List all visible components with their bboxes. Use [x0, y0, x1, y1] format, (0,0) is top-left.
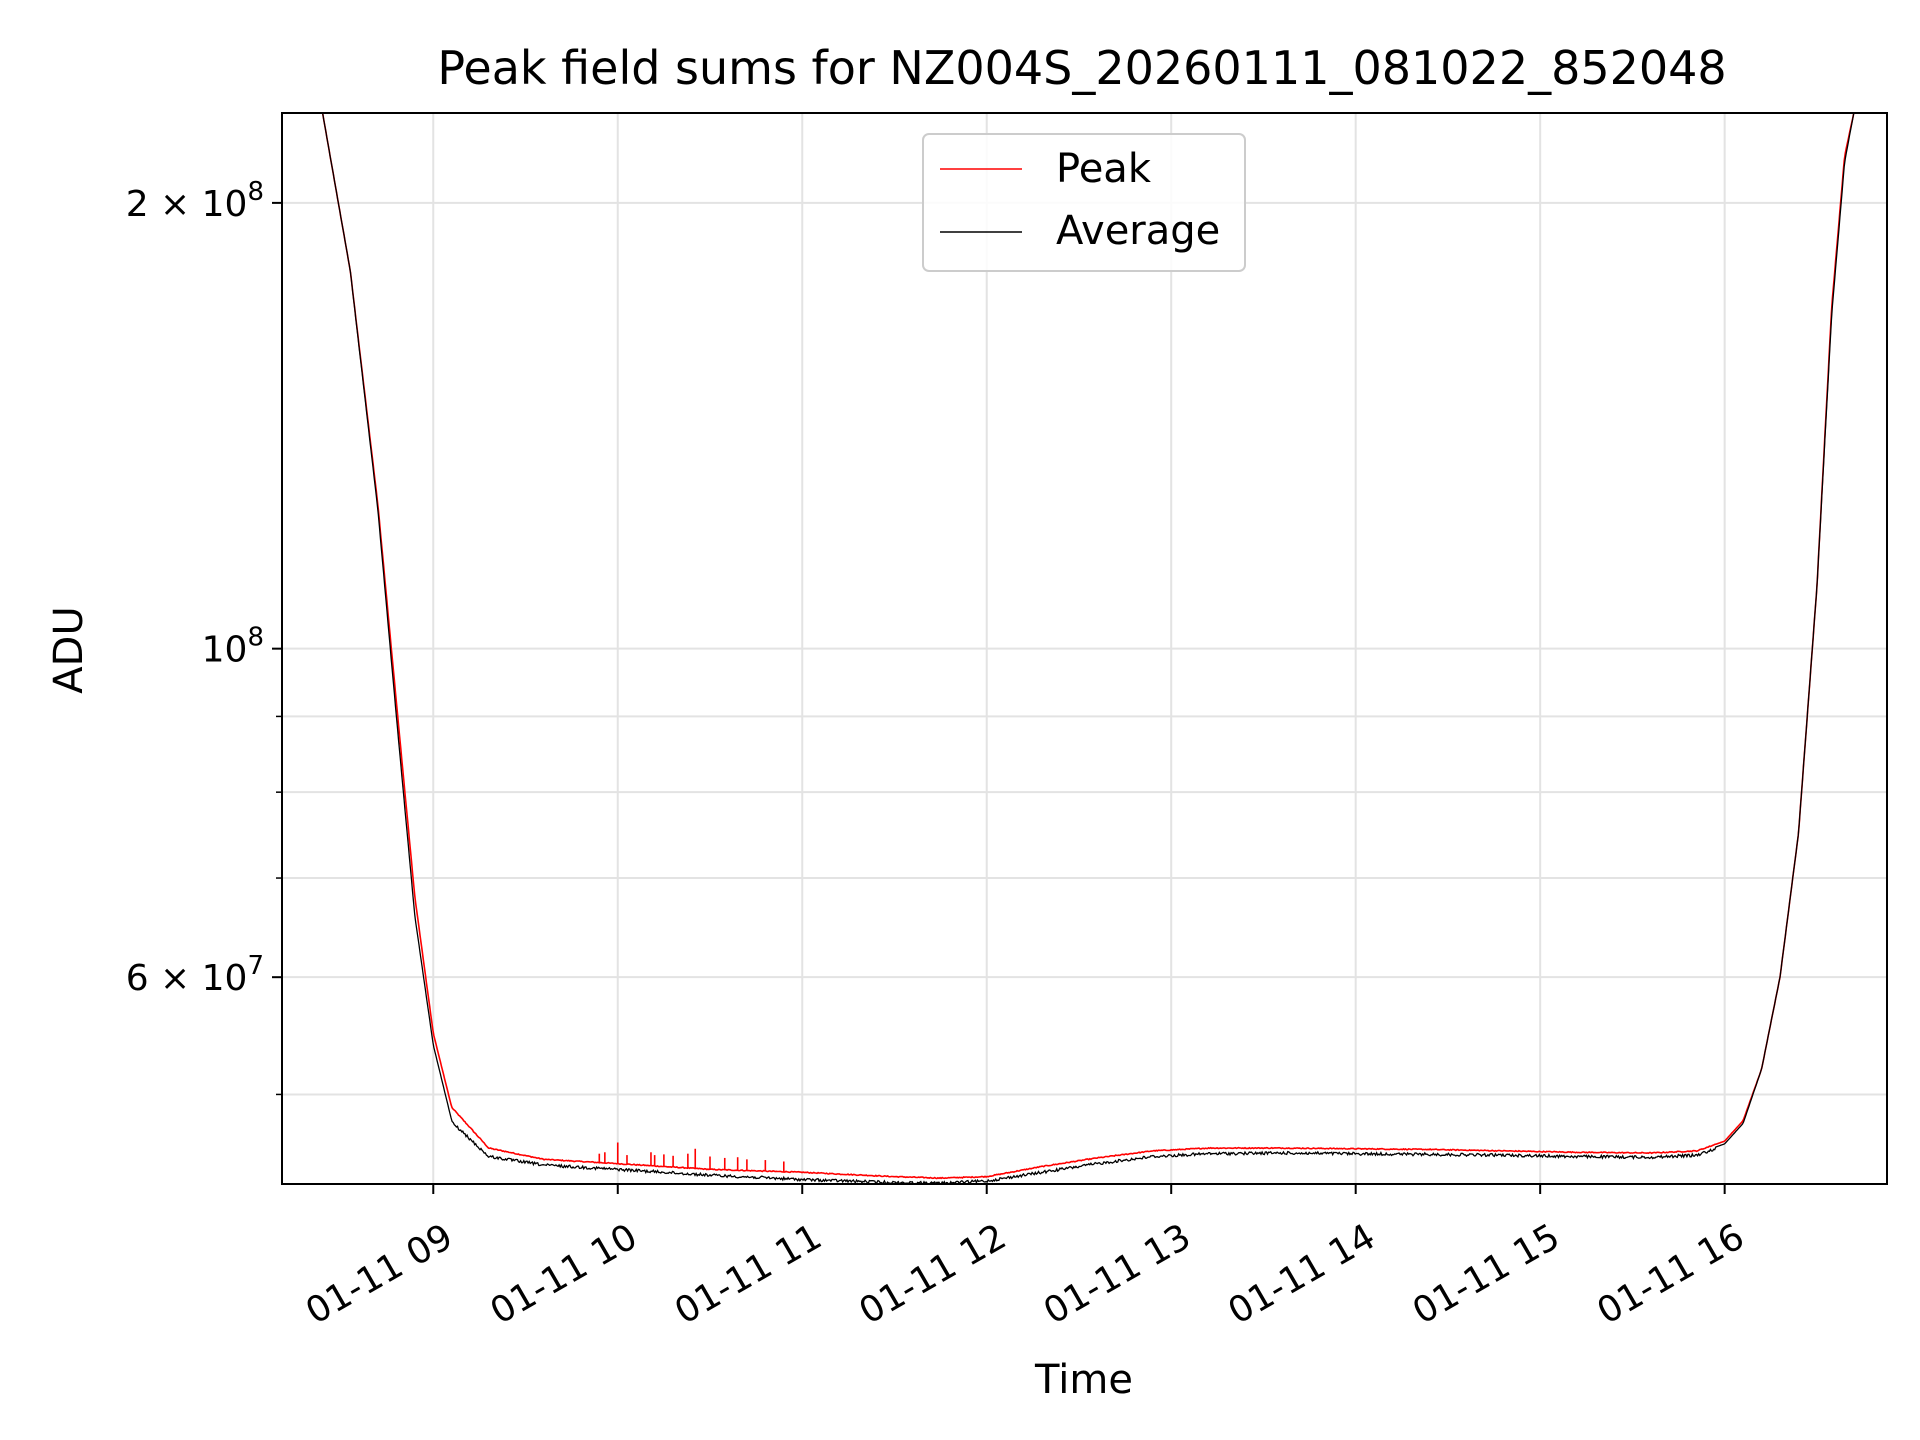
y-tick-label: 6 × 107 — [126, 951, 264, 999]
series-group — [282, 113, 1887, 1184]
peak-series-line — [282, 113, 1887, 1180]
grid — [282, 113, 1887, 1184]
legend-average-label: Average — [1056, 208, 1220, 254]
x-axis-label: Time — [1034, 1357, 1133, 1403]
y-axis-label: ADU — [46, 606, 92, 693]
y-tick-label: 108 — [202, 623, 264, 671]
y-tick-label: 2 × 108 — [126, 177, 264, 225]
legend: Peak Average — [922, 133, 1246, 272]
chart-title: Peak field sums for NZ004S_20260111_0810… — [437, 41, 1726, 95]
legend-peak-label: Peak — [1056, 146, 1152, 192]
y-axis: 2 × 108 108 6 × 107 — [126, 177, 282, 1096]
average-series-line — [282, 113, 1887, 1184]
